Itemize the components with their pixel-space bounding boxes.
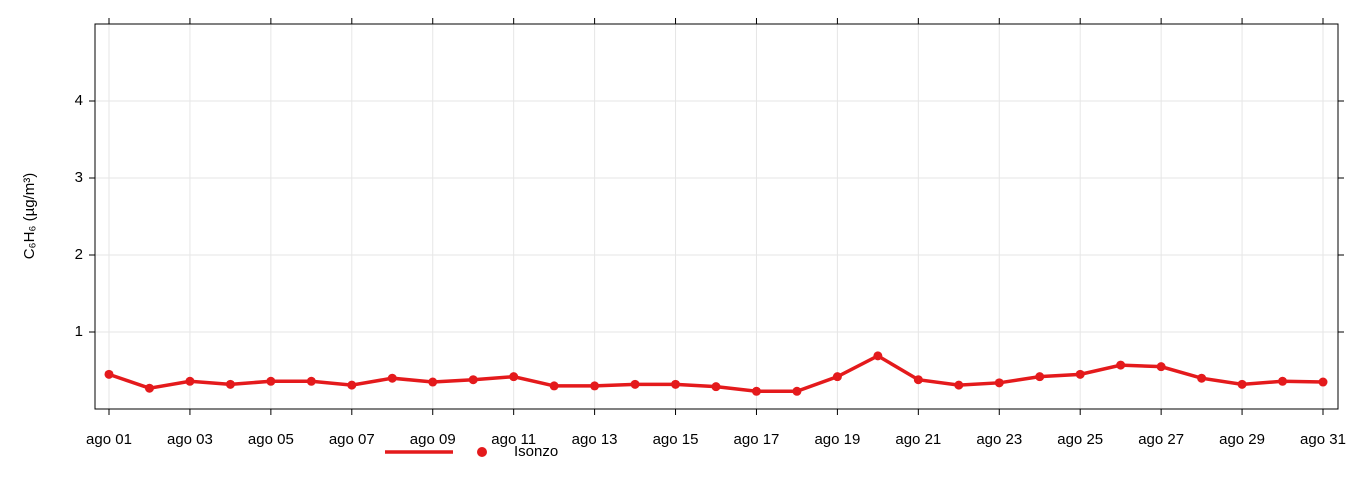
x-tick-label: ago 25 — [1057, 431, 1103, 448]
point — [387, 373, 397, 383]
point — [1237, 379, 1247, 389]
point — [509, 372, 519, 382]
legend-label: Isonzo — [514, 443, 558, 460]
x-tick-label: ago 27 — [1138, 431, 1184, 448]
point — [549, 381, 559, 391]
y-tick-label: 4 — [75, 92, 83, 109]
x-tick-label: ago 13 — [572, 431, 618, 448]
x-tick-label: ago 17 — [734, 431, 780, 448]
point — [1116, 360, 1126, 370]
point — [913, 375, 923, 385]
x-tick-label: ago 05 — [248, 431, 294, 448]
x-tick-label: ago 29 — [1219, 431, 1265, 448]
point — [832, 372, 842, 382]
y-tick-label: 1 — [75, 323, 83, 340]
point — [1035, 372, 1045, 382]
point — [185, 376, 195, 386]
point — [873, 351, 883, 361]
point — [994, 378, 1004, 388]
x-tick-label: ago 09 — [410, 431, 456, 448]
x-tick-label: ago 31 — [1300, 431, 1346, 448]
x-tick-label: ago 03 — [167, 431, 213, 448]
point — [144, 383, 154, 393]
point — [630, 379, 640, 389]
x-tick-label: ago 19 — [814, 431, 860, 448]
point — [954, 380, 964, 390]
point — [225, 379, 235, 389]
point — [1278, 376, 1288, 386]
x-tick-label: ago 07 — [329, 431, 375, 448]
point — [1075, 369, 1085, 379]
point — [347, 380, 357, 390]
point — [711, 382, 721, 392]
point — [751, 386, 761, 396]
y-tick-label: 3 — [75, 169, 83, 186]
plot-frame — [94, 23, 1339, 410]
y-tick-label: 2 — [75, 246, 83, 263]
x-tick-label: ago 15 — [653, 431, 699, 448]
point — [468, 375, 478, 385]
x-tick-label: ago 11 — [491, 431, 536, 448]
point — [428, 377, 438, 387]
legend-point — [477, 447, 487, 457]
x-tick-label: ago 23 — [976, 431, 1022, 448]
point — [671, 379, 681, 389]
x-tick-label: ago 21 — [895, 431, 941, 448]
point — [266, 376, 276, 386]
point — [1197, 373, 1207, 383]
point — [1318, 377, 1328, 387]
point — [306, 376, 316, 386]
y-axis-label: C₆H₆ (µg/m³) — [21, 173, 38, 260]
point — [1156, 362, 1166, 372]
point — [104, 369, 114, 379]
point — [792, 386, 802, 396]
point — [590, 381, 600, 391]
x-tick-label: ago 01 — [86, 431, 132, 448]
